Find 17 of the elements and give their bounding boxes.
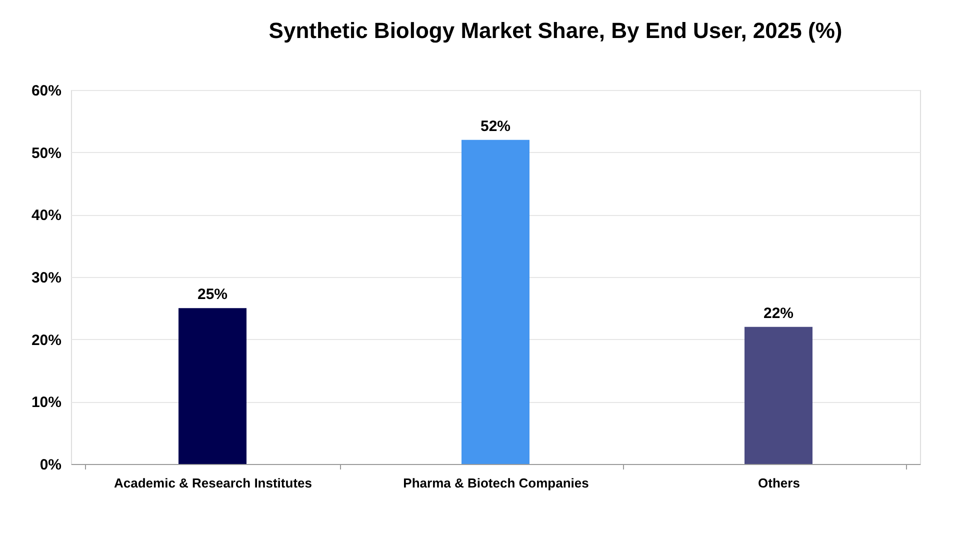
x-tick-label: Others xyxy=(758,476,800,490)
bar xyxy=(178,308,246,464)
y-tick-label: 0% xyxy=(40,456,62,474)
y-tick-label: 60% xyxy=(31,82,62,100)
x-tick-label: Academic & Research Institutes xyxy=(114,476,312,490)
y-tick-label: 10% xyxy=(31,394,62,412)
data-label: 22% xyxy=(763,304,794,322)
y-tick-label: 30% xyxy=(31,270,62,286)
y-tick-label: 20% xyxy=(31,332,62,349)
y-tick-label: 40% xyxy=(31,207,62,224)
x-tick-label: Pharma & Biotech Companies xyxy=(403,476,589,490)
data-label: 25% xyxy=(197,286,228,304)
bar xyxy=(462,140,530,464)
y-tick-label: 50% xyxy=(31,144,62,162)
data-label: 52% xyxy=(480,118,511,135)
chart-title: Synthetic Biology Market Share, By End User, 2025 (%) xyxy=(268,18,842,43)
bar xyxy=(744,326,812,464)
